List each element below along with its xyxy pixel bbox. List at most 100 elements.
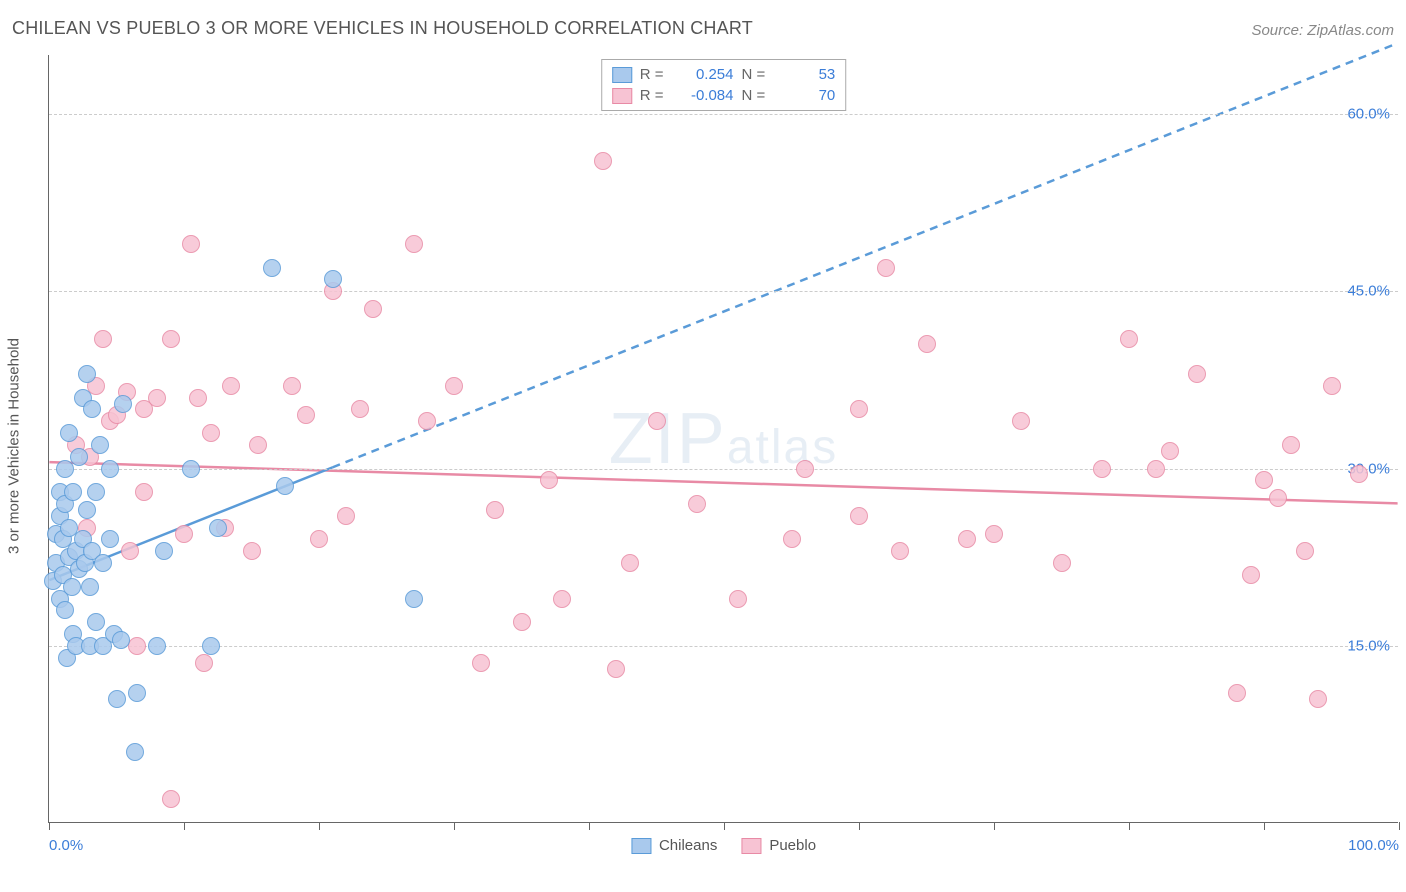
data-point [783, 530, 801, 548]
data-point [1161, 442, 1179, 460]
data-point [189, 389, 207, 407]
data-point [1269, 489, 1287, 507]
data-point [1296, 542, 1314, 560]
data-point [202, 637, 220, 655]
data-point [202, 424, 220, 442]
x-tick [859, 822, 860, 830]
data-point [162, 330, 180, 348]
data-point [1120, 330, 1138, 348]
chart-title: CHILEAN VS PUEBLO 3 OR MORE VEHICLES IN … [12, 18, 753, 39]
legend-label-pueblo: Pueblo [769, 837, 816, 854]
data-point [297, 406, 315, 424]
data-point [1309, 690, 1327, 708]
chart-container: CHILEAN VS PUEBLO 3 OR MORE VEHICLES IN … [0, 0, 1406, 892]
data-point [70, 448, 88, 466]
n-label: N = [742, 87, 766, 104]
data-point [182, 235, 200, 253]
gridline [49, 114, 1398, 115]
plot-area: ZIPatlas R = 0.254 N = 53 R = -0.084 N =… [48, 55, 1398, 823]
data-point [688, 495, 706, 513]
x-tick [724, 822, 725, 830]
data-point [918, 335, 936, 353]
legend-row-pueblo: R = -0.084 N = 70 [612, 85, 836, 106]
legend-item-pueblo: Pueblo [741, 837, 816, 854]
watermark-sub: atlas [727, 421, 838, 474]
data-point [648, 412, 666, 430]
data-point [472, 654, 490, 672]
correlation-legend: R = 0.254 N = 53 R = -0.084 N = 70 [601, 59, 847, 111]
data-point [249, 436, 267, 454]
x-tick [1399, 822, 1400, 830]
data-point [796, 460, 814, 478]
y-tick-label: 45.0% [1347, 283, 1390, 300]
x-tick [454, 822, 455, 830]
n-label: N = [742, 66, 766, 83]
legend-label-chileans: Chileans [659, 837, 717, 854]
data-point [126, 743, 144, 761]
data-point [209, 519, 227, 537]
x-tick [49, 822, 50, 830]
data-point [1255, 471, 1273, 489]
data-point [445, 377, 463, 395]
x-tick [319, 822, 320, 830]
data-point [1228, 684, 1246, 702]
data-point [553, 590, 571, 608]
data-point [87, 483, 105, 501]
swatch-chileans [612, 67, 632, 83]
data-point [101, 530, 119, 548]
data-point [1282, 436, 1300, 454]
gridline [49, 469, 1398, 470]
data-point [91, 436, 109, 454]
r-label: R = [640, 87, 664, 104]
data-point [155, 542, 173, 560]
data-point [94, 554, 112, 572]
data-point [148, 389, 166, 407]
data-point [418, 412, 436, 430]
r-value-chileans: 0.254 [676, 66, 734, 83]
data-point [607, 660, 625, 678]
data-point [94, 330, 112, 348]
data-point [513, 613, 531, 631]
swatch-pueblo-icon [741, 838, 761, 854]
swatch-pueblo [612, 88, 632, 104]
data-point [128, 637, 146, 655]
data-point [1147, 460, 1165, 478]
data-point [729, 590, 747, 608]
legend-row-chileans: R = 0.254 N = 53 [612, 64, 836, 85]
swatch-chileans-icon [631, 838, 651, 854]
data-point [81, 578, 99, 596]
data-point [222, 377, 240, 395]
data-point [1323, 377, 1341, 395]
data-point [64, 483, 82, 501]
data-point [405, 235, 423, 253]
series-legend: Chileans Pueblo [631, 837, 816, 854]
data-point [283, 377, 301, 395]
data-point [540, 471, 558, 489]
data-point [87, 613, 105, 631]
watermark-main: ZIP [609, 399, 727, 479]
r-value-pueblo: -0.084 [676, 87, 734, 104]
data-point [63, 578, 81, 596]
y-tick-label: 60.0% [1347, 106, 1390, 123]
data-point [958, 530, 976, 548]
x-tick [1129, 822, 1130, 830]
data-point [364, 300, 382, 318]
x-tick-label: 100.0% [1348, 837, 1399, 854]
x-tick [589, 822, 590, 830]
data-point [135, 483, 153, 501]
data-point [351, 400, 369, 418]
gridline [49, 646, 1398, 647]
data-point [195, 654, 213, 672]
data-point [405, 590, 423, 608]
data-point [594, 152, 612, 170]
y-tick-label: 15.0% [1347, 637, 1390, 654]
data-point [877, 259, 895, 277]
r-label: R = [640, 66, 664, 83]
data-point [850, 507, 868, 525]
data-point [891, 542, 909, 560]
data-point [56, 601, 74, 619]
data-point [60, 424, 78, 442]
data-point [121, 542, 139, 560]
data-point [78, 501, 96, 519]
n-value-chileans: 53 [777, 66, 835, 83]
